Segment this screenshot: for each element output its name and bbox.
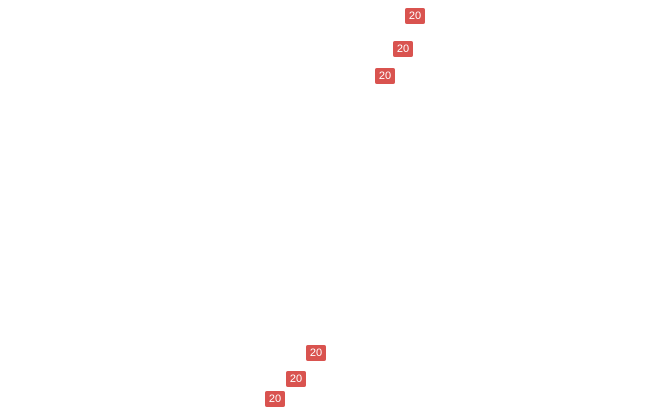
marker-badge[interactable]: 20 xyxy=(306,345,326,361)
marker-badge[interactable]: 20 xyxy=(393,41,413,57)
marker-badge[interactable]: 20 xyxy=(405,8,425,24)
marker-badge[interactable]: 20 xyxy=(286,371,306,387)
marker-badge[interactable]: 20 xyxy=(265,391,285,407)
marker-badge[interactable]: 20 xyxy=(375,68,395,84)
